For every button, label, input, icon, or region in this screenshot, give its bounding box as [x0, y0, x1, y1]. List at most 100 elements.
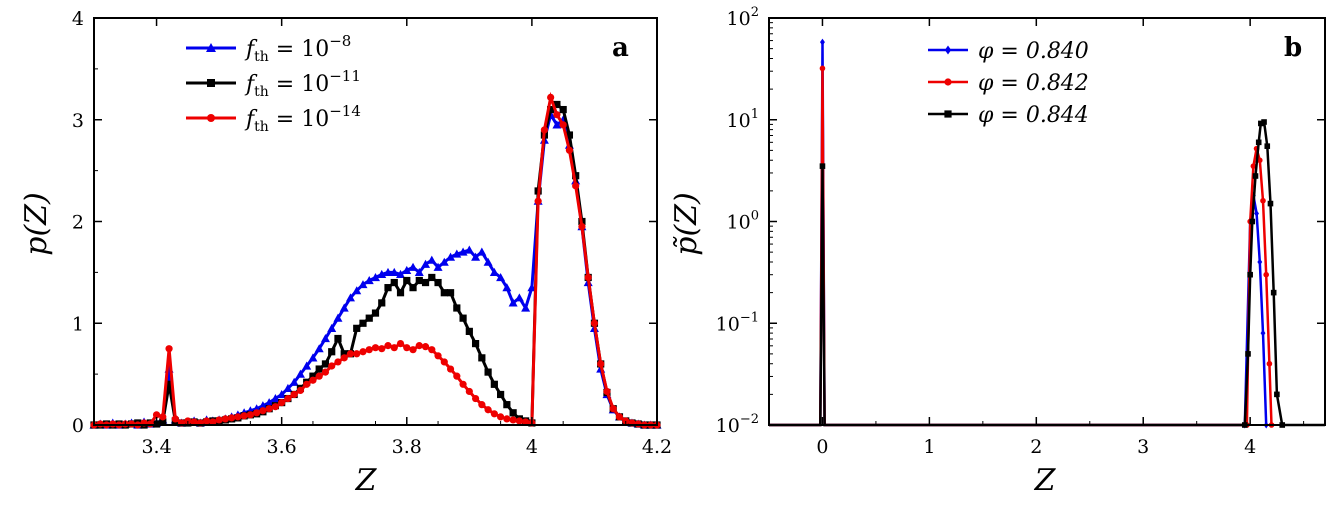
panel-a-data-point	[228, 414, 236, 422]
panel-a-data-point	[359, 348, 367, 356]
panel-b-data-point	[819, 65, 826, 72]
panel-a-y-tick-label: 0	[72, 415, 84, 437]
panel-a-data-point	[221, 415, 229, 423]
panel-a-data-point	[590, 319, 599, 327]
panel-b-data-point	[1252, 173, 1259, 179]
panel-a-data-point	[490, 380, 498, 388]
panel-a-data-point	[471, 394, 480, 403]
panel-a-data-point	[353, 350, 361, 358]
panel-a-data-point	[534, 197, 542, 205]
panel-a-data-point	[483, 257, 493, 266]
panel-a-data-point	[502, 283, 512, 292]
panel-a-data-point	[484, 406, 492, 414]
panel-a-data-point	[334, 334, 342, 343]
panel-a-data-point	[315, 372, 323, 380]
panel-b-data-point	[1261, 119, 1267, 125]
panel-a-legend-label: fth = 10−14	[244, 102, 361, 135]
panel-a-data-point	[603, 387, 611, 396]
panel-a-data-point	[572, 182, 580, 190]
panel-a-data-point	[458, 247, 468, 256]
panel-a-data-point	[315, 365, 323, 373]
panel-a-data-point	[522, 418, 530, 426]
panel-b-legend-entry: φ = 0.840	[928, 39, 1089, 64]
panel-a-data-point	[584, 273, 592, 282]
panel-b-legend: φ = 0.840 φ = 0.842 φ = 0.844	[928, 39, 1089, 128]
panel-a-data-point	[159, 418, 167, 426]
panel-b-legend-entry: φ = 0.844	[928, 103, 1089, 128]
panel-a-data-point	[489, 267, 499, 276]
panel-a-data-point	[289, 377, 299, 386]
legend-swatch-marker	[207, 79, 215, 87]
panel-a-data-point	[377, 269, 387, 279]
panel-a-data-point	[477, 247, 487, 256]
panel-a-x-tick-label: 4	[526, 436, 538, 458]
panel-a-y-tick-label: 3	[72, 110, 84, 132]
panel-b-series-3	[769, 119, 1325, 428]
panel-a-data-point	[96, 420, 104, 428]
panel-a-data-point	[434, 352, 442, 360]
panel-a-x-tick-label: 3.8	[392, 436, 422, 458]
panel-a-legend-entry: fth = 10−14	[186, 102, 361, 135]
panel-b-x-tick-label: 1	[923, 436, 935, 458]
panel-a-data-point	[296, 386, 305, 395]
panel-a-data-point	[384, 284, 392, 292]
panel-a-data-point	[340, 350, 348, 358]
panel-a-data-point	[390, 278, 398, 287]
panel-b-legend-label: φ = 0.842	[978, 71, 1089, 96]
panel-a-y-tick-label: 1	[72, 313, 84, 335]
panel-b-ylabel: p̃(Z)	[669, 192, 704, 255]
panel-a-data-point	[622, 417, 630, 425]
panel-b-legend-entry: φ = 0.842	[928, 71, 1089, 96]
panel-b-y-tick-label: 100	[727, 209, 759, 234]
panel-a-data-point	[402, 265, 412, 274]
panel-a-series-2	[90, 100, 661, 429]
panel-a-data-point	[270, 394, 280, 403]
panel-a-data-point	[409, 346, 417, 354]
panel-a-data-point	[340, 354, 348, 362]
panel-b-series-line	[769, 42, 1268, 427]
panel-a-data-point	[365, 314, 373, 322]
panel-a-data-point	[427, 255, 437, 264]
panel-a-data-point	[396, 340, 405, 348]
legend-swatch-marker	[944, 78, 952, 86]
legend-swatch-marker	[944, 45, 952, 55]
panel-a-data-point	[327, 323, 337, 332]
panel-a-data-point	[359, 319, 367, 327]
panel-a-data-point	[284, 394, 292, 403]
panel-a-data-point	[339, 303, 349, 312]
panel-a-data-point	[597, 360, 605, 368]
panel-b-y-tick-label: 101	[727, 107, 759, 132]
panel-a-data-point	[464, 245, 474, 254]
panel-a-data-point	[209, 418, 217, 426]
panel-a-data-point	[428, 273, 436, 282]
panel-a-data-point	[146, 420, 154, 428]
panel-a-data-point	[497, 390, 505, 399]
panel-a-data-point	[559, 121, 567, 129]
panel-b-x-tick-label: 4	[1244, 436, 1256, 458]
panel-a-data-point	[553, 111, 561, 119]
panel-a-data-point	[559, 105, 567, 114]
panel-a-data-point	[465, 327, 473, 335]
panel-a-data-point	[547, 105, 555, 114]
panel-b-data-point	[1266, 360, 1273, 367]
panel-a-data-point	[459, 314, 467, 322]
panel-a-data-point	[302, 361, 312, 370]
panel-a-data-point	[497, 413, 505, 421]
panel-a-data-point	[565, 146, 574, 154]
panel-a-data-point	[496, 272, 506, 282]
panel-a-data-point	[453, 372, 461, 380]
panel-a-x-tick-label: 4.2	[642, 436, 672, 458]
panel-a-data-point	[553, 100, 561, 109]
panel-a-data-point	[378, 345, 386, 353]
panel-a-data-point	[264, 398, 274, 407]
panel-b-data-point	[1260, 197, 1266, 204]
panel-a-data-point	[609, 405, 617, 413]
panel-a-ylabel: p(Z)	[19, 192, 54, 255]
panel-b-data-point	[1258, 120, 1264, 127]
panel-b-y-tick-label: 102	[727, 5, 759, 30]
panel-a-data-point	[509, 416, 517, 424]
